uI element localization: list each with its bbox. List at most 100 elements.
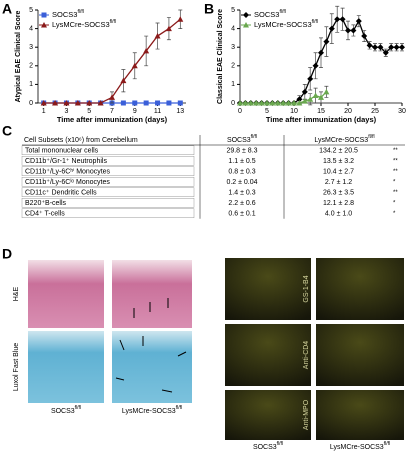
label-sup: fl/fl (368, 134, 374, 140)
group-name: LysMCre-SOCS3 (330, 444, 384, 451)
y-tick-label: 0 (29, 100, 33, 107)
y-tick-label: 5 (231, 7, 235, 14)
table-cell: 10.4 ± 2.7 (323, 168, 354, 175)
marker (52, 100, 59, 106)
fluor-image (225, 390, 311, 440)
label-main: LysMCre-SOCS3 (314, 137, 368, 144)
x-axis-label: Time after immunization (days) (57, 115, 168, 124)
legend-label: SOCS3fl/fl (52, 9, 84, 19)
x-tick-label: 1 (42, 108, 46, 115)
panel-label: C (2, 123, 12, 139)
marker-label: Anti-CD4 (303, 341, 310, 370)
group-name: SOCS3 (51, 408, 75, 415)
table-cell: ** (393, 148, 398, 154)
table-cell: CD11b⁺/Ly-6Cˡᵒ Monocytes (25, 179, 110, 186)
marker (318, 94, 324, 100)
table-cell (21, 156, 195, 166)
table-cell: ** (393, 159, 398, 165)
y-tick-label: 2 (231, 63, 235, 70)
he-image (112, 260, 192, 328)
marker (334, 16, 341, 23)
table-cell: 134.2 ± 20.5 (319, 147, 358, 154)
label-sup: fl/fl (251, 134, 257, 140)
label-sup: fl/fl (312, 19, 318, 25)
x-tick-label: 20 (344, 108, 352, 115)
table-cell (21, 166, 195, 176)
y-tick-label: 4 (231, 25, 235, 32)
marker (312, 62, 319, 69)
marker (366, 42, 373, 49)
marker (361, 33, 368, 40)
group-sup: fl/fl (176, 405, 182, 411)
y-tick-label: 5 (29, 7, 33, 14)
label-sup: fl/fl (279, 9, 285, 15)
marker (377, 44, 384, 51)
marker (280, 100, 287, 106)
x-tick-label: 5 (265, 108, 269, 115)
marker (307, 75, 314, 82)
legend-label: LysMCre-SOCS3fl/fl (254, 19, 318, 29)
marker (264, 100, 270, 106)
marker (399, 44, 405, 51)
fluor-image (316, 324, 404, 386)
marker (237, 100, 243, 106)
marker (307, 96, 314, 102)
marker (393, 44, 400, 51)
marker (242, 100, 249, 106)
label-main: SOCS3 (254, 10, 279, 19)
marker (109, 94, 115, 100)
table-cell: 13.5 ± 3.2 (323, 158, 354, 165)
marker (382, 49, 389, 56)
marker (131, 62, 138, 69)
x-tick-label: 13 (176, 108, 184, 115)
marker (154, 33, 161, 39)
marker (63, 100, 70, 106)
y-tick-label: 1 (231, 81, 235, 88)
y-tick-label: 0 (231, 100, 235, 107)
x-tick-label: 3 (65, 108, 69, 115)
marker (323, 38, 330, 45)
marker (285, 100, 292, 106)
table-cell: 2.7 ± 1.2 (325, 179, 352, 186)
table-cell: 12.1 ± 2.8 (323, 200, 354, 207)
marker-label: Anti-MPO (303, 399, 310, 430)
y-tick-label: 4 (29, 25, 33, 32)
group-label: SOCS3fl/fl (51, 405, 81, 415)
panel-label: D (2, 246, 12, 262)
marker (274, 100, 281, 106)
marker (350, 27, 357, 34)
marker (120, 100, 126, 106)
he-image (28, 260, 104, 328)
legend-label: SOCS3fl/fl (254, 9, 286, 19)
marker (296, 100, 303, 106)
marker (74, 100, 81, 106)
marker (143, 47, 150, 54)
table-cell: 0.8 ± 0.3 (228, 168, 255, 175)
group-label: LysMCre-SOCS3fl/fl (330, 441, 390, 451)
marker (86, 100, 93, 106)
label: LysMCre-SOCS3fl/fl (314, 134, 374, 144)
x-tick-label: 10 (290, 108, 298, 115)
marker (388, 44, 395, 51)
table-cell: 2.2 ± 0.6 (228, 200, 255, 207)
marker (40, 100, 47, 106)
marker (177, 100, 183, 106)
y-tick-label: 1 (29, 81, 33, 88)
marker (143, 100, 149, 106)
label-main: SOCS3 (227, 137, 251, 144)
table-cell: 1.4 ± 0.3 (228, 189, 255, 196)
table-cell (21, 198, 195, 208)
y-tick-label: 3 (29, 44, 33, 51)
y-tick-label: 3 (231, 44, 235, 51)
table-cell: 0.6 ± 0.1 (228, 210, 255, 217)
label-main: LysMCre-SOCS3 (52, 20, 110, 29)
marker (132, 100, 138, 106)
stain-label: H&E (13, 286, 20, 301)
group-label: LysMCre-SOCS3fl/fl (122, 405, 182, 415)
table-cell: CD4⁺ T-cells (25, 210, 65, 217)
table-cell: 0.2 ± 0.04 (226, 179, 257, 186)
marker (296, 96, 303, 103)
marker-label: GS-1-B4 (303, 275, 310, 302)
x-tick-label: 11 (154, 108, 161, 115)
